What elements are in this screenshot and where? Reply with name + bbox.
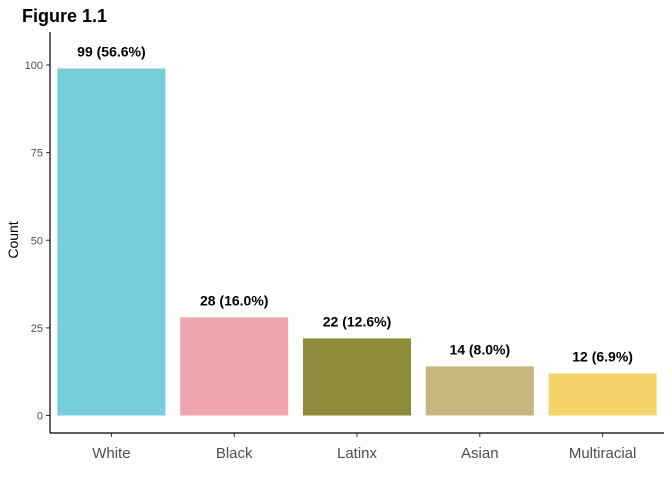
y-tick-label: 50 — [31, 235, 43, 247]
y-tick-label: 75 — [31, 148, 43, 160]
bar-white — [57, 68, 166, 416]
x-tick-label-white: White — [92, 445, 130, 462]
x-tick-label-multiracial: Multiracial — [569, 445, 637, 462]
data-label-multiracial: 12 (6.9%) — [572, 348, 633, 364]
y-axis-ticks: 0 25 50 75 100 — [25, 60, 50, 423]
x-tick-label-asian: Asian — [461, 445, 499, 462]
x-tick-label-latinx: Latinx — [337, 445, 378, 462]
bar-black — [180, 317, 289, 416]
y-tick-label: 100 — [25, 60, 43, 72]
y-tick-label: 25 — [31, 323, 43, 335]
bar-latinx — [302, 338, 412, 416]
bar-multiracial — [548, 373, 657, 416]
bar-asian — [425, 366, 534, 416]
data-label-asian: 14 (8.0%) — [449, 341, 510, 357]
chart-title: Figure 1.1 — [22, 6, 107, 26]
x-axis-ticks: White Black Latinx Asian Multiracial — [92, 433, 636, 462]
y-axis-label: Count — [5, 221, 21, 258]
data-label-white: 99 (56.6%) — [77, 44, 145, 60]
data-label-black: 28 (16.0%) — [200, 292, 268, 308]
data-labels-group: 99 (56.6%) 28 (16.0%) 22 (12.6%) 14 (8.0%) 1… — [77, 44, 633, 365]
x-tick-label-black: Black — [216, 445, 253, 462]
data-label-latinx: 22 (12.6%) — [323, 313, 391, 329]
bars-group — [57, 68, 657, 416]
y-tick-label: 0 — [37, 411, 43, 423]
